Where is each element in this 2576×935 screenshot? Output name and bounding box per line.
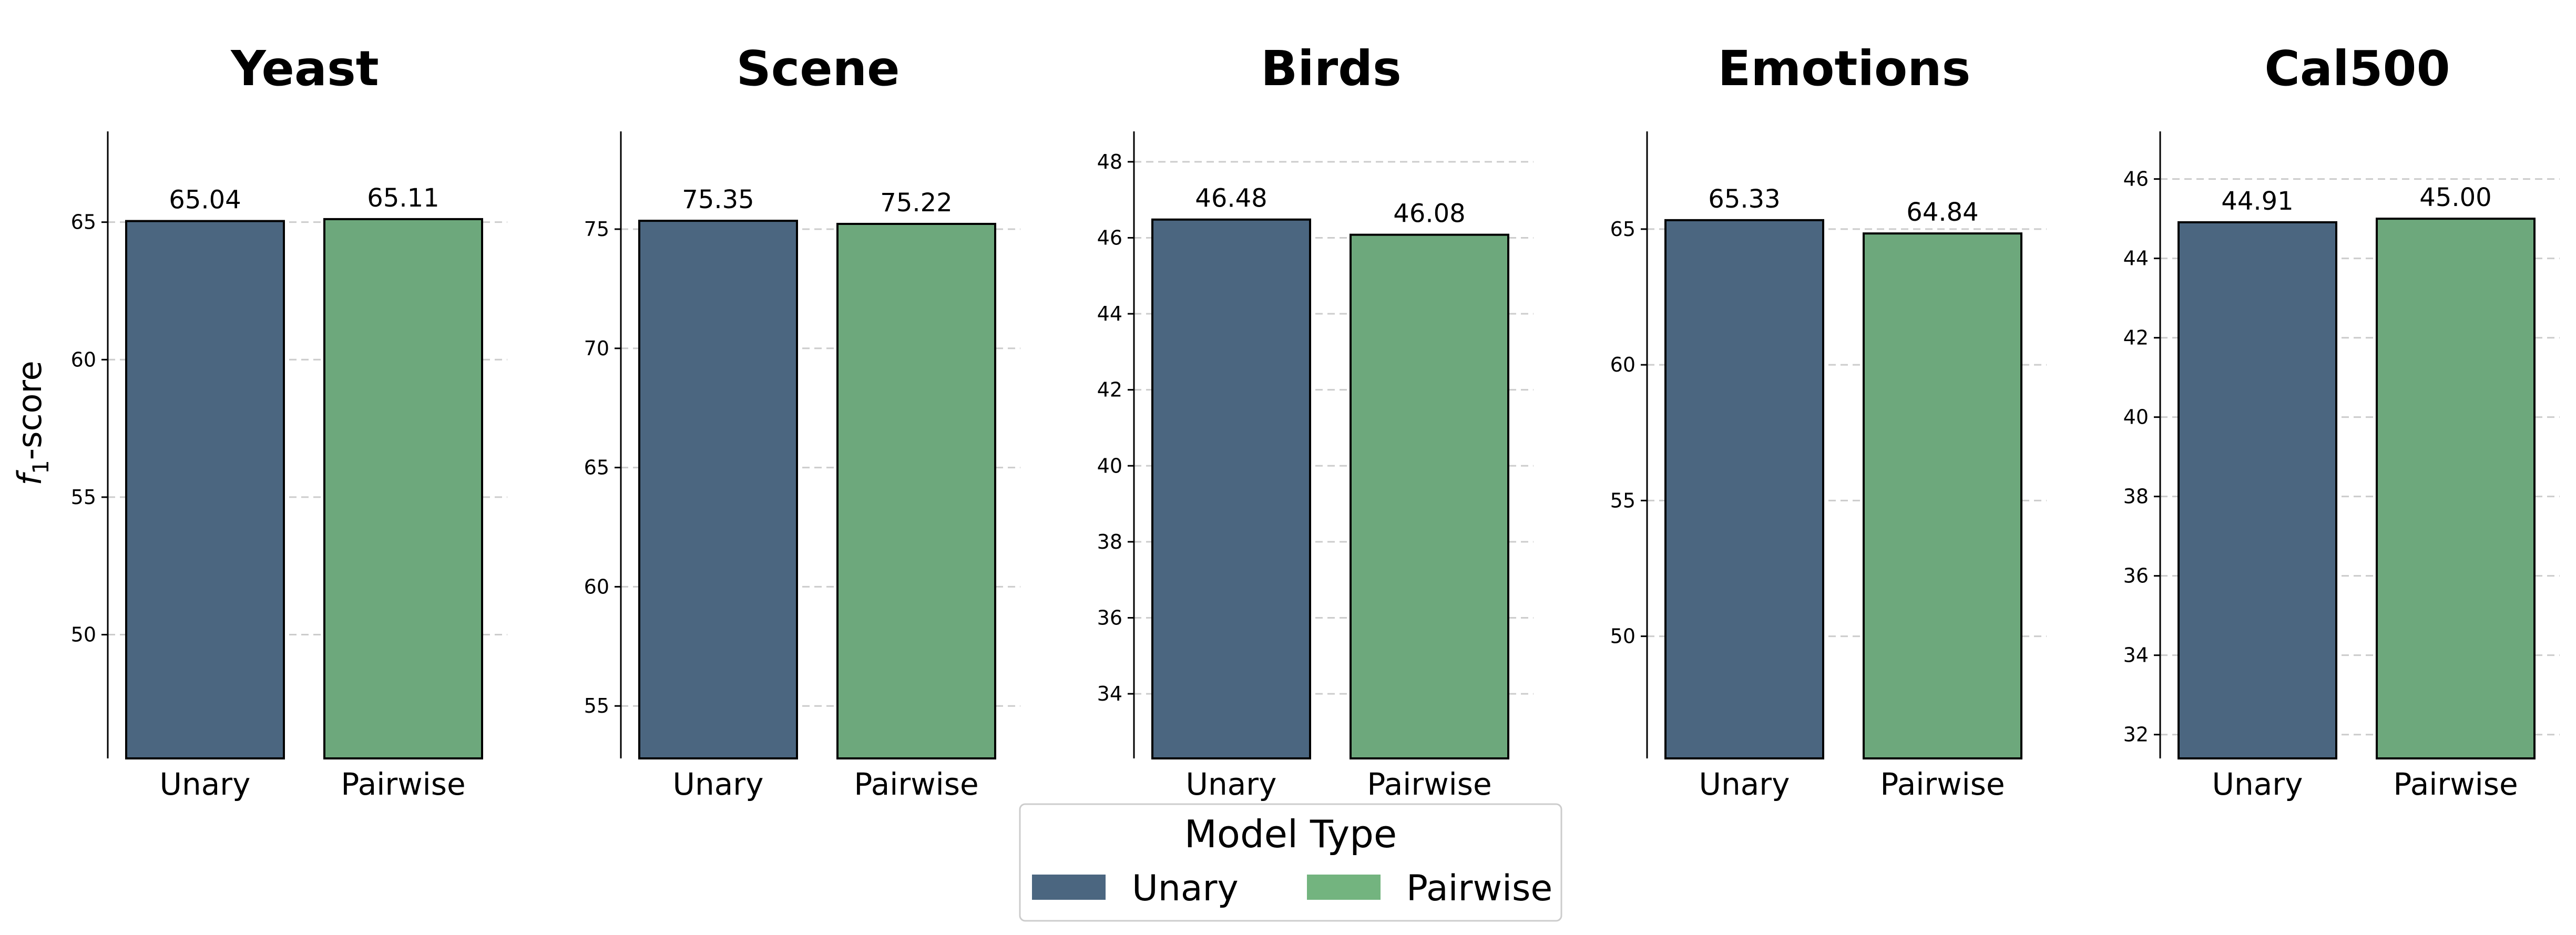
data-label: 46.48 bbox=[1195, 184, 1267, 213]
data-label: 75.22 bbox=[880, 188, 952, 218]
x-tick-label: Pairwise bbox=[2393, 766, 2518, 802]
y-tick-label: 32 bbox=[2123, 723, 2149, 746]
y-tick-label: 60 bbox=[584, 575, 609, 598]
y-tick-label: 40 bbox=[2123, 406, 2149, 429]
bar-unary bbox=[2178, 221, 2337, 759]
y-tick-label: 48 bbox=[1097, 150, 1122, 173]
y-tick-label: 60 bbox=[1610, 353, 1635, 376]
y-axis-label: f1-score bbox=[11, 361, 54, 486]
y-tick-label: 70 bbox=[584, 337, 609, 360]
y-tick-label: 55 bbox=[71, 486, 96, 509]
data-label: 46.08 bbox=[1393, 199, 1465, 229]
chart-panel-birds: Birds 34 36 38 40 42 44 46 48 46.48 Unary 46.08 Pair… bbox=[1097, 40, 1534, 802]
bar-pairwise bbox=[1863, 232, 2022, 759]
y-tick-label: 36 bbox=[1097, 606, 1122, 629]
y-tick-label: 46 bbox=[2123, 168, 2149, 191]
x-tick-label: Unary bbox=[2212, 766, 2303, 802]
bar-pairwise bbox=[2376, 218, 2536, 760]
chart-panel-scene: Scene 55 60 65 70 75 75.35 Unary 75.22 Pairwise bbox=[584, 40, 1020, 802]
data-label: 75.35 bbox=[682, 185, 754, 214]
y-tick-label: 75 bbox=[584, 218, 609, 241]
data-label: 45.00 bbox=[2419, 183, 2491, 212]
y-tick-label: 34 bbox=[1097, 682, 1122, 705]
y-tick-label: 46 bbox=[1097, 226, 1122, 249]
legend-title: Model Type bbox=[1184, 812, 1397, 856]
x-tick-label: Pairwise bbox=[341, 766, 465, 802]
chart-panel-cal500: Cal500 32 34 36 38 40 42 44 46 44.91 Unary 45.00 Pai… bbox=[2123, 40, 2560, 802]
chart-panel-emotions: Emotions 50 55 60 65 65.33 Unary 64.84 Pairwise bbox=[1610, 40, 2047, 802]
x-tick-label: Unary bbox=[1186, 766, 1277, 802]
bar-unary bbox=[638, 220, 798, 759]
y-axis-label-text: -score bbox=[11, 361, 49, 460]
chart-title-yeast: Yeast bbox=[230, 40, 379, 97]
y-axis-label-subscript: 1 bbox=[28, 460, 54, 474]
y-tick-label: 44 bbox=[1097, 302, 1122, 325]
legend-frame bbox=[1019, 803, 1562, 922]
x-tick-label: Unary bbox=[673, 766, 764, 802]
y-tick-label: 36 bbox=[2123, 564, 2149, 588]
legend-label-unary: Unary bbox=[1132, 868, 1239, 909]
data-label: 65.11 bbox=[367, 183, 439, 213]
chart-title-scene: Scene bbox=[736, 40, 899, 97]
chart-panel-yeast: Yeast 50 55 60 65 65.04 Unary 65.11 Pairwise bbox=[71, 40, 507, 802]
x-tick-label: Unary bbox=[1699, 766, 1790, 802]
y-tick-label: 65 bbox=[584, 456, 609, 479]
y-tick-label: 60 bbox=[71, 348, 96, 371]
x-tick-label: Unary bbox=[160, 766, 251, 802]
legend-swatch-unary bbox=[1032, 875, 1106, 900]
y-tick-label: 55 bbox=[1610, 489, 1635, 512]
bar-unary bbox=[125, 220, 285, 759]
y-tick-label: 50 bbox=[1610, 625, 1635, 648]
y-tick-label: 38 bbox=[1097, 530, 1122, 553]
bar-pairwise bbox=[1350, 233, 1509, 759]
y-tick-label: 42 bbox=[1097, 378, 1122, 402]
legend-label-pairwise: Pairwise bbox=[1406, 868, 1552, 909]
y-tick-label: 42 bbox=[2123, 326, 2149, 350]
chart-title-birds: Birds bbox=[1261, 40, 1402, 97]
y-tick-label: 50 bbox=[71, 623, 96, 646]
chart-panels: Yeast5055606565.04Unary65.11PairwiseScen… bbox=[71, 40, 2560, 802]
legend-swatch-pairwise bbox=[1307, 875, 1381, 900]
y-tick-label: 38 bbox=[2123, 485, 2149, 508]
bar-pairwise bbox=[836, 223, 996, 759]
bar-unary bbox=[1664, 219, 1824, 759]
x-tick-label: Pairwise bbox=[854, 766, 978, 802]
chart-title-emotions: Emotions bbox=[1718, 40, 1971, 97]
y-tick-label: 65 bbox=[1610, 218, 1635, 241]
x-tick-label: Pairwise bbox=[1880, 766, 2005, 802]
bar-unary bbox=[1151, 218, 1311, 759]
data-label: 65.04 bbox=[169, 186, 241, 215]
data-label: 65.33 bbox=[1708, 184, 1780, 214]
chart-title-cal500: Cal500 bbox=[2264, 40, 2450, 97]
x-tick-label: Pairwise bbox=[1367, 766, 1491, 802]
y-tick-label: 44 bbox=[2123, 247, 2149, 270]
legend: Model Type Unary Pairwise bbox=[1019, 803, 1562, 922]
data-label: 44.91 bbox=[2221, 187, 2293, 216]
y-tick-label: 65 bbox=[71, 211, 96, 234]
bar-pairwise bbox=[323, 218, 483, 759]
y-tick-label: 40 bbox=[1097, 454, 1122, 477]
y-tick-label: 55 bbox=[584, 694, 609, 717]
y-tick-label: 34 bbox=[2123, 644, 2149, 667]
data-label: 64.84 bbox=[1906, 198, 1978, 227]
